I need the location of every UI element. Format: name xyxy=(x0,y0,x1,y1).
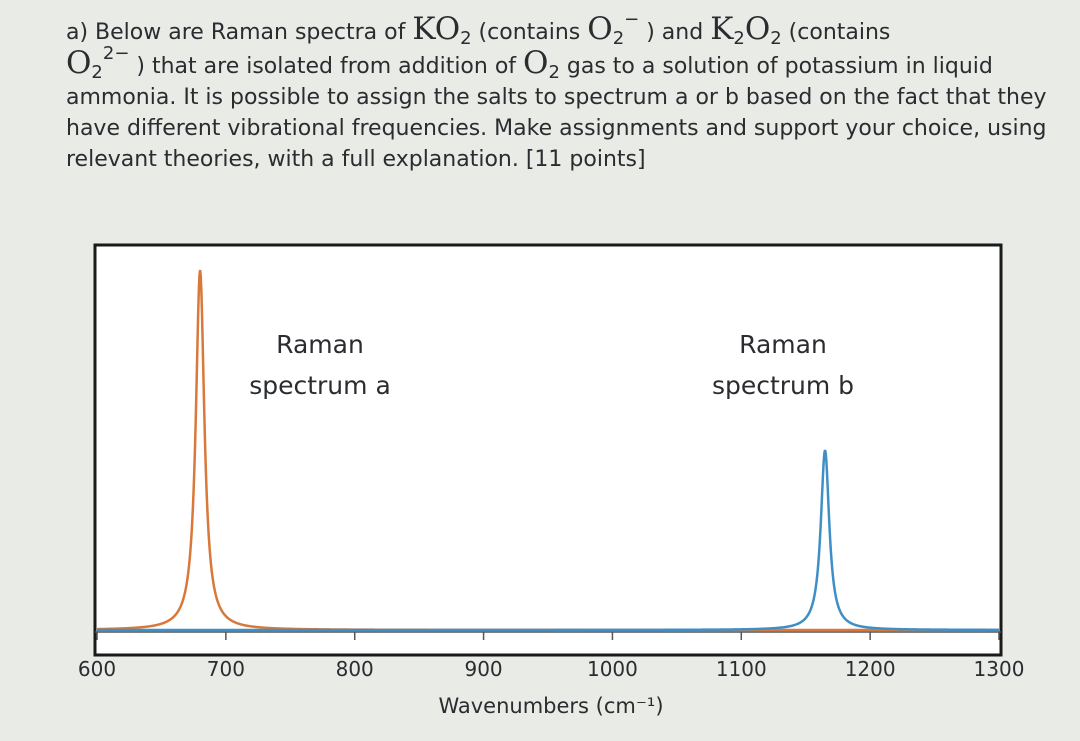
subscript: 2 xyxy=(460,28,472,49)
x-axis-label: Wavenumbers (cm⁻¹) xyxy=(438,694,663,718)
label-spectrum-b-line2: spectrum b xyxy=(712,371,854,400)
formula-superoxide: O xyxy=(587,11,613,47)
subscript: 2 xyxy=(770,28,782,49)
x-tick-label: 900 xyxy=(464,657,502,681)
formula-k2o2-o: O xyxy=(744,11,771,47)
x-tick-label: 800 xyxy=(336,657,374,681)
subscript: 2 xyxy=(733,28,745,49)
x-tick-label: 1200 xyxy=(845,657,896,681)
question-text: a) Below are Raman spectra of KO2 (conta… xyxy=(66,11,1051,175)
subscript: 2 xyxy=(91,62,103,83)
question-part: (contains xyxy=(471,20,588,45)
plot-frame xyxy=(93,243,1003,657)
question-part: a) Below are Raman spectra of xyxy=(66,20,413,45)
series-line-spectrum-b xyxy=(97,449,999,632)
x-tick-labels: 600 700 800 900 1000 1100 1200 1300 xyxy=(78,657,1025,681)
x-tick-label: 1300 xyxy=(974,657,1025,681)
x-ticks xyxy=(96,632,1000,640)
formula-k2o2: K xyxy=(710,11,734,47)
label-spectrum-a-line1: Raman xyxy=(276,330,364,359)
x-tick-label: 600 xyxy=(78,657,116,681)
raman-chart: 600 700 800 900 1000 1100 1200 1300 Raman spect… xyxy=(78,243,1025,718)
formula-peroxide: O xyxy=(66,45,92,81)
question-part: ) that are isolated from addition of xyxy=(129,54,524,79)
x-tick-label: 700 xyxy=(207,657,245,681)
label-spectrum-b-line1: Raman xyxy=(739,330,827,359)
formula-ko2: K xyxy=(412,11,435,47)
question-part: gas to a solution of potassium in liquid… xyxy=(66,54,1047,172)
subscript: 2 xyxy=(612,28,625,49)
superscript-2minus: 2− xyxy=(102,43,130,64)
question-part: ) and xyxy=(639,20,711,45)
x-tick-label: 1000 xyxy=(587,657,638,681)
formula-o2-gas: O xyxy=(523,45,549,81)
label-spectrum-a-line2: spectrum a xyxy=(249,371,391,400)
subscript: 2 xyxy=(548,62,560,83)
superscript-minus: − xyxy=(624,9,640,30)
question-part: (contains xyxy=(781,20,891,45)
formula-ko2-o: O xyxy=(434,11,461,47)
x-tick-label: 1100 xyxy=(716,657,767,681)
